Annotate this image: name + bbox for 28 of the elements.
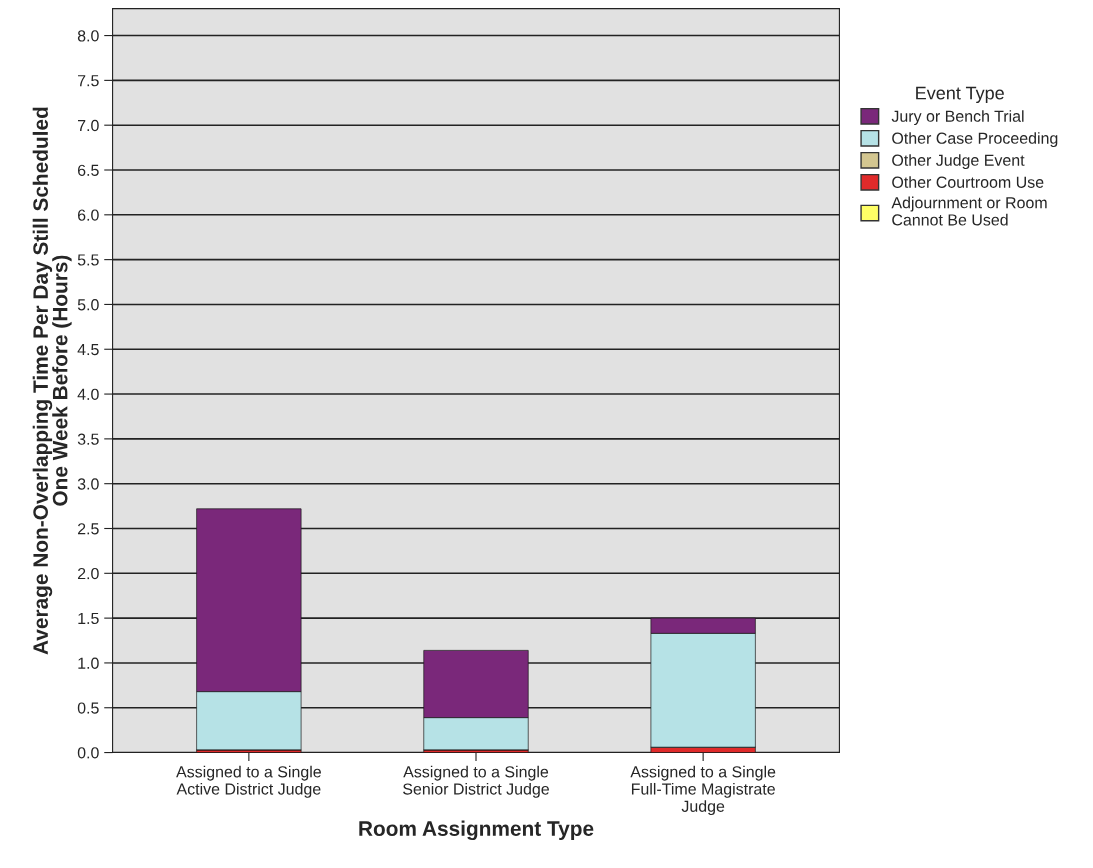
- y-tick-label: 0.5: [77, 702, 99, 714]
- y-axis-title: Average Non-Overlapping Time Per Day Still Scheduled One Week Before (Hours): [32, 107, 72, 655]
- y-tick-label: 1.5: [78, 612, 99, 625]
- y-tick-label: 8.0: [77, 30, 99, 42]
- legend-label: Adjournment or Room Cannot Be Used: [891, 196, 1047, 226]
- y-tick-label: 2.0: [77, 567, 99, 580]
- y-tick-label: 5.5: [77, 254, 99, 266]
- y-tick-label: 1.0: [78, 657, 99, 669]
- y-tick-label: 5.0: [77, 299, 99, 311]
- y-tick-label: 4.0: [77, 388, 99, 401]
- legend-label: Other Judge Event: [892, 154, 1025, 170]
- y-tick-label: 7.0: [78, 119, 99, 132]
- y-tick-label: 3.0: [77, 478, 99, 490]
- legend-title: Event Type: [916, 86, 1004, 104]
- y-tick-label: 7.5: [78, 75, 99, 87]
- y-tick-label: 0.0: [77, 747, 99, 759]
- x-tick-label: Assigned to a Single Senior District Judge: [403, 765, 549, 798]
- x-tick-label: Assigned to a Single Full-Time Magistrate Judge: [630, 765, 776, 816]
- y-tick-label: 6.0: [77, 209, 99, 221]
- y-tick-label: 4.5: [77, 344, 99, 356]
- y-tick-label: 3.5: [77, 433, 99, 445]
- y-tick-label: 6.5: [77, 164, 99, 176]
- legend-label: Other Case Proceeding: [892, 132, 1058, 148]
- x-tick-label: Assigned to a Single Active District Judge: [176, 765, 321, 798]
- legend-label: Jury or Bench Trial: [891, 110, 1024, 126]
- x-axis-title: Room Assignment Type: [359, 820, 594, 841]
- y-tick-label: 2.5: [77, 523, 99, 535]
- legend-label: Other Courtroom Use: [892, 176, 1044, 188]
